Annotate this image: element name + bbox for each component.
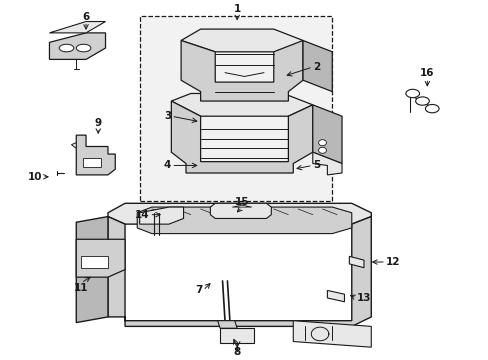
- Polygon shape: [108, 203, 370, 224]
- Polygon shape: [108, 217, 370, 327]
- Text: 11: 11: [74, 283, 88, 293]
- Polygon shape: [210, 203, 271, 219]
- Polygon shape: [76, 217, 108, 323]
- Circle shape: [318, 147, 326, 153]
- Polygon shape: [293, 321, 370, 347]
- Text: 1: 1: [233, 4, 240, 14]
- Polygon shape: [181, 40, 303, 101]
- Polygon shape: [181, 29, 303, 52]
- Polygon shape: [137, 207, 351, 234]
- Text: 5: 5: [312, 161, 319, 170]
- Text: 2: 2: [312, 62, 319, 72]
- Polygon shape: [327, 291, 344, 302]
- Polygon shape: [312, 152, 341, 175]
- Polygon shape: [217, 321, 237, 328]
- Text: 12: 12: [385, 257, 400, 267]
- Polygon shape: [76, 239, 125, 277]
- Ellipse shape: [425, 104, 438, 113]
- Polygon shape: [171, 101, 312, 173]
- Text: 15: 15: [234, 197, 249, 207]
- Text: 3: 3: [164, 111, 171, 121]
- Ellipse shape: [76, 44, 91, 52]
- Polygon shape: [232, 205, 251, 207]
- Text: 14: 14: [135, 210, 149, 220]
- Polygon shape: [220, 328, 254, 343]
- Ellipse shape: [59, 44, 74, 52]
- Polygon shape: [49, 22, 105, 33]
- Bar: [81, 256, 108, 268]
- Polygon shape: [303, 40, 331, 91]
- Text: 7: 7: [195, 285, 203, 296]
- Polygon shape: [49, 33, 105, 59]
- Text: 6: 6: [82, 12, 89, 22]
- Polygon shape: [348, 256, 363, 268]
- Polygon shape: [312, 105, 341, 163]
- Polygon shape: [140, 207, 183, 224]
- Polygon shape: [171, 94, 312, 116]
- Polygon shape: [76, 135, 115, 175]
- Text: 9: 9: [95, 118, 102, 127]
- Text: 13: 13: [356, 293, 370, 303]
- Circle shape: [318, 140, 326, 146]
- Bar: [140, 16, 331, 201]
- Text: 4: 4: [163, 161, 171, 170]
- Text: 10: 10: [28, 172, 42, 182]
- Polygon shape: [71, 143, 76, 148]
- Text: 8: 8: [233, 347, 240, 357]
- Ellipse shape: [415, 97, 428, 105]
- Text: 16: 16: [419, 68, 434, 78]
- Ellipse shape: [405, 89, 419, 98]
- Bar: [82, 158, 101, 167]
